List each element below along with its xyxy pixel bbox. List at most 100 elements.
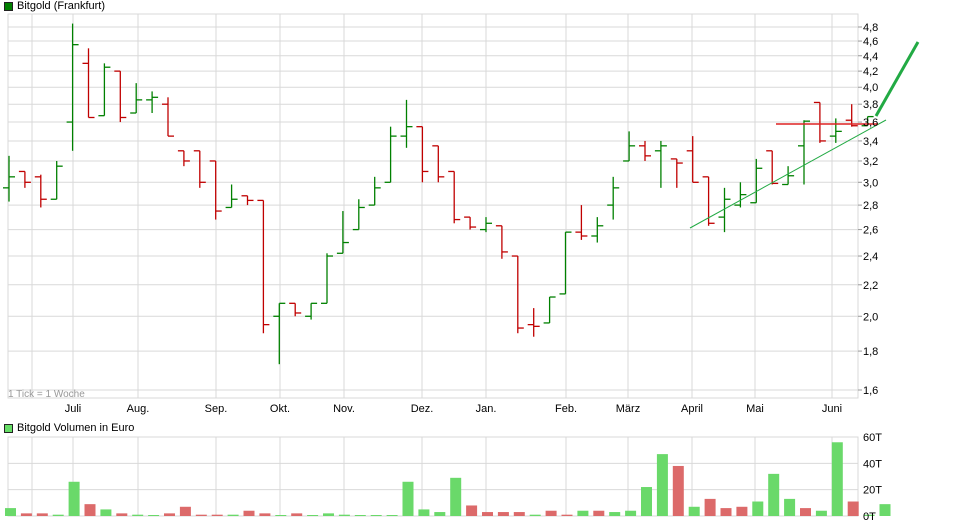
volume-bar xyxy=(386,515,398,516)
volume-bar xyxy=(831,442,843,516)
price-legend-swatch xyxy=(4,1,13,11)
volume-bar xyxy=(323,513,334,516)
volume-bar xyxy=(561,514,573,516)
y-tick-label: 2,8 xyxy=(863,200,878,212)
volume-bar xyxy=(36,513,48,516)
volume-bar xyxy=(688,506,700,516)
x-tick-label: Jan. xyxy=(476,403,497,415)
volume-bar xyxy=(84,504,96,516)
x-tick-label: Feb. xyxy=(555,403,577,415)
volume-bar xyxy=(720,508,732,516)
volume-bar xyxy=(545,510,557,516)
y-tick-label: 1,8 xyxy=(863,346,878,358)
volume-bar xyxy=(800,508,811,516)
volume-tick-label: 20T xyxy=(863,485,882,497)
x-tick-label: Juni xyxy=(822,403,842,415)
volume-bar xyxy=(450,477,462,516)
volume-bar xyxy=(752,501,764,516)
volume-grid xyxy=(7,436,859,517)
volume-bar xyxy=(641,487,652,516)
y-tick-label: 2,6 xyxy=(863,225,878,237)
volume-bar xyxy=(5,508,16,516)
price-legend-label: Bitgold (Frankfurt) xyxy=(17,0,106,12)
x-tick-label: April xyxy=(681,403,703,415)
x-tick-label: März xyxy=(616,403,640,415)
x-tick-label: Juli xyxy=(65,403,82,415)
y-tick-label: 2,0 xyxy=(863,311,878,323)
y-tick-label: 1,6 xyxy=(863,385,878,397)
x-tick-label: Dez. xyxy=(411,403,434,415)
volume-bar xyxy=(211,514,223,516)
volume-bar xyxy=(148,515,160,516)
volume-bar xyxy=(609,512,621,516)
price-grid xyxy=(7,13,859,399)
price-annotations xyxy=(689,41,920,229)
volume-bar xyxy=(784,498,796,516)
volume-bar xyxy=(847,501,859,516)
y-tick-label: 4,6 xyxy=(863,36,878,48)
volume-legend-label: Bitgold Volumen in Euro xyxy=(17,422,135,434)
volume-bar xyxy=(513,512,525,516)
volume-tick-label: 40T xyxy=(863,458,882,470)
y-tick-label: 3,6 xyxy=(863,117,878,129)
volume-bar xyxy=(482,512,493,516)
volume-legend: Bitgold Volumen in Euro xyxy=(4,422,134,434)
x-tick-label: Okt. xyxy=(270,403,290,415)
price-bars xyxy=(3,23,874,365)
y-tick-label: 3,2 xyxy=(863,156,878,168)
y-tick-label: 3,8 xyxy=(863,99,878,111)
x-tick-label: Sep. xyxy=(205,403,228,415)
volume-tick-label: 0T xyxy=(863,511,876,523)
volume-bar xyxy=(370,515,382,516)
volume-bar xyxy=(259,513,271,516)
y-tick-label: 4,4 xyxy=(863,51,878,63)
volume-bar xyxy=(656,454,668,516)
y-tick-label: 4,0 xyxy=(863,82,878,94)
volume-bar xyxy=(52,514,64,516)
volume-bar xyxy=(625,510,637,516)
volume-bar xyxy=(815,510,827,516)
volume-bar xyxy=(195,514,207,516)
volume-bar xyxy=(354,515,366,516)
volume-bar xyxy=(672,465,684,516)
price-plot-frame xyxy=(7,13,859,399)
volume-bar xyxy=(434,512,446,516)
volume-bar xyxy=(577,510,589,516)
volume-bar xyxy=(116,513,128,516)
volume-bar xyxy=(20,513,32,516)
x-axis: Juli Aug. Sep. Okt. Nov. Dez. Jan. Feb. März Apri… xyxy=(65,403,842,415)
volume-bar xyxy=(863,514,875,516)
projection-arrow xyxy=(874,41,920,117)
volume-plot-frame xyxy=(7,436,859,517)
volume-bar xyxy=(179,506,191,516)
volume-bar xyxy=(768,473,780,516)
x-tick-label: Aug. xyxy=(127,403,150,415)
y-tick-label: 3,4 xyxy=(863,136,878,148)
trendline xyxy=(689,119,887,229)
volume-bar xyxy=(132,514,144,516)
y-tick-label: 4,8 xyxy=(863,22,878,34)
volume-bar xyxy=(275,515,287,516)
volume-bar xyxy=(529,514,541,516)
volume-bar xyxy=(704,498,716,516)
volume-bar xyxy=(227,514,239,516)
volume-bar xyxy=(338,514,350,516)
volume-bar xyxy=(497,512,509,516)
y-tick-label: 3,0 xyxy=(863,177,878,189)
volume-bar xyxy=(879,504,891,516)
y-tick-label: 2,2 xyxy=(863,280,878,292)
volume-bar xyxy=(466,505,478,516)
volume-bar xyxy=(291,513,303,516)
volume-bar xyxy=(68,481,80,516)
volume-legend-swatch xyxy=(4,423,13,433)
volume-bar xyxy=(164,513,175,516)
x-tick-label: Mai xyxy=(746,403,764,415)
volume-bar xyxy=(100,509,112,516)
volume-bar xyxy=(736,506,748,516)
volume-bar xyxy=(593,510,605,516)
volume-tick-label: 60T xyxy=(863,432,882,444)
volume-bars xyxy=(5,442,891,516)
tick-note: 1 Tick = 1 Woche xyxy=(8,389,85,400)
volume-bar xyxy=(307,515,319,516)
volume-bar xyxy=(418,509,430,516)
